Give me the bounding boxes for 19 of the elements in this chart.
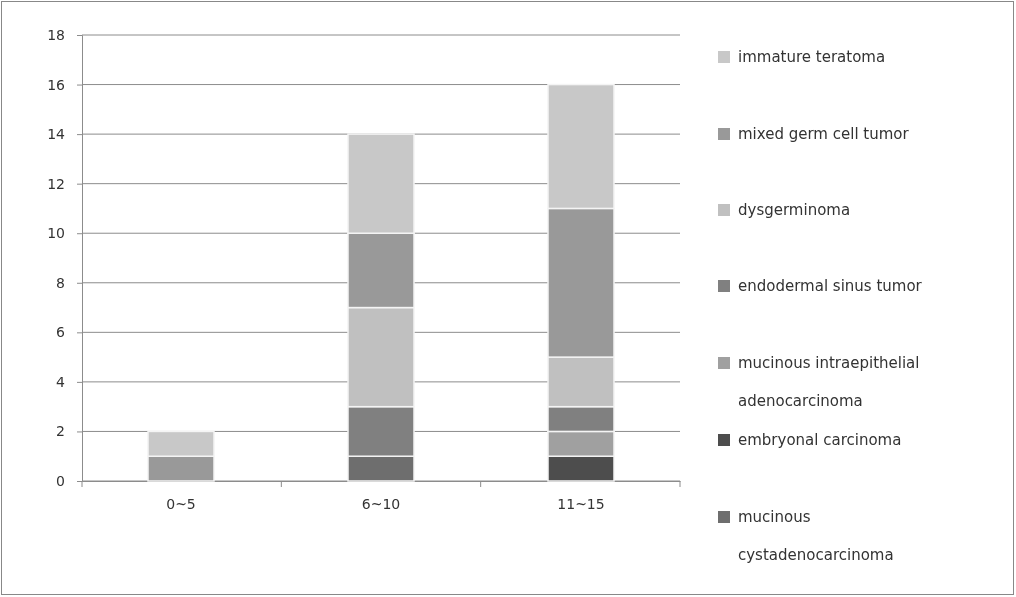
- legend-label: mixed germ cell tumor: [738, 125, 910, 143]
- y-tick-label: 14: [47, 126, 66, 143]
- x-tick-label: 6~10: [361, 495, 401, 512]
- y-tick-label: 4: [56, 373, 66, 390]
- text: mucinous cystadenocarcinoma: [738, 508, 894, 564]
- legend-label: embryonal carcinoma: [738, 431, 902, 449]
- y-tick-label: 12: [47, 175, 65, 192]
- y-tick-label: 16: [47, 76, 66, 93]
- y-tick-label: 18: [47, 26, 65, 43]
- y-tick-label: 6: [56, 324, 66, 341]
- legend-label: immature teratoma: [738, 48, 886, 66]
- y-tick-label: 2: [56, 423, 65, 440]
- x-tick-label: 0~5: [166, 495, 196, 512]
- legend-label: dysgerminoma: [738, 201, 851, 219]
- y-tick-label: 10: [47, 225, 65, 242]
- x-tick-label: 11~15: [557, 495, 605, 512]
- y-tick-label: 0: [56, 472, 65, 489]
- y-tick-label: 8: [56, 274, 65, 291]
- legend-label: endodermal sinus tumor: [738, 277, 923, 295]
